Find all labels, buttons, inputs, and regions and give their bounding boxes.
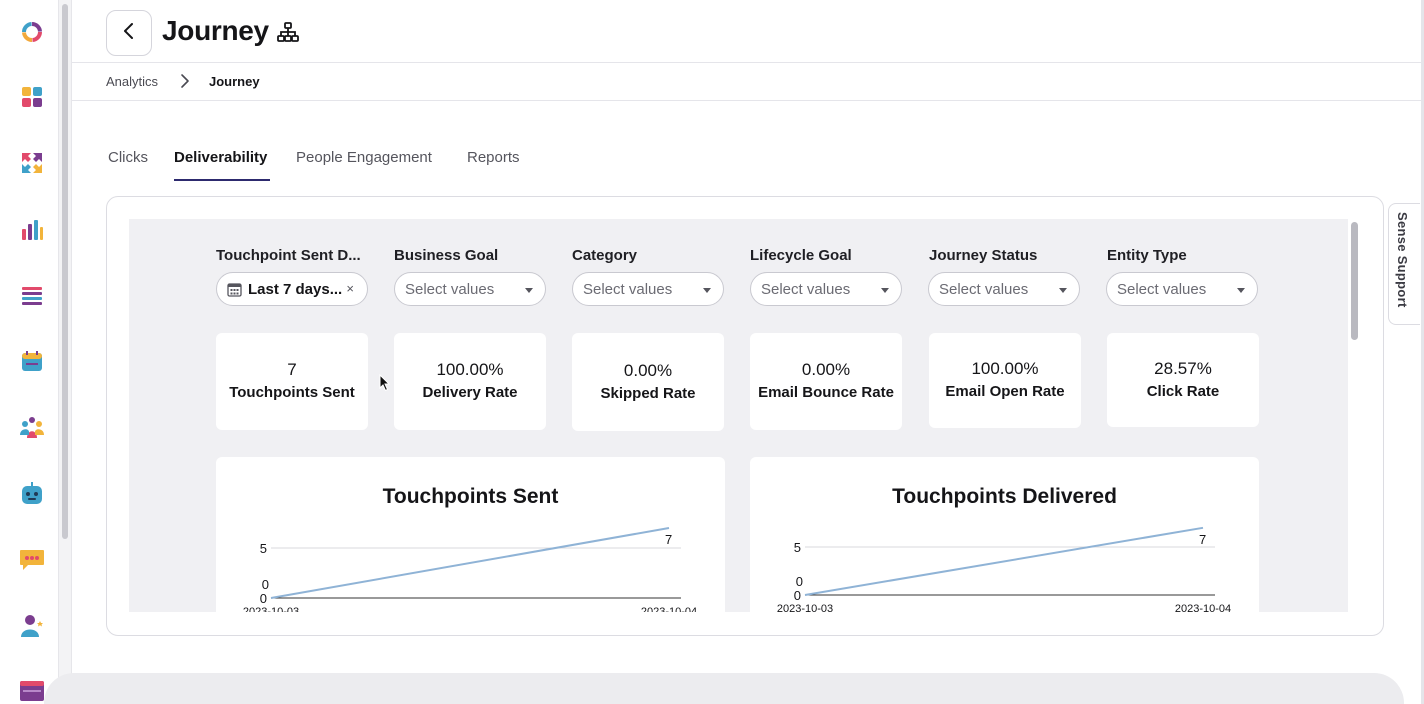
page-scrollbar-track[interactable] — [1421, 0, 1424, 704]
filter-label-business-goal: Business Goal — [394, 247, 499, 264]
embedded-dashboard: Touchpoint Sent D... Last 7 days... × Bu… — [129, 219, 1348, 612]
kpi-email-bounce-rate: 0.00% Email Bounce Rate — [750, 333, 902, 430]
caret-down-icon — [525, 288, 533, 293]
chart-title: Touchpoints Sent — [382, 485, 559, 508]
list-icon[interactable] — [19, 283, 45, 309]
tab-reports[interactable]: Reports — [467, 149, 520, 166]
back-chevron-icon — [122, 22, 136, 45]
tab-deliverability[interactable]: Deliverability — [174, 149, 268, 166]
filter-label-journey-status: Journey Status — [929, 247, 1038, 264]
chart-title: Touchpoints Delivered — [892, 485, 1117, 508]
mouse-cursor-icon — [379, 374, 391, 392]
kpi-skipped-rate: 0.00% Skipped Rate — [572, 333, 724, 431]
y-tick-label: 0 — [794, 588, 801, 603]
caret-down-icon — [1059, 288, 1067, 293]
apps-grid-icon[interactable] — [19, 84, 45, 110]
kpi-value: 0.00% — [623, 361, 673, 380]
kpi-value: 7 — [287, 360, 297, 379]
left-nav-rail — [0, 0, 58, 704]
bottom-panel-edge — [44, 673, 1404, 704]
data-label: 0 — [262, 577, 269, 592]
hierarchy-icon[interactable] — [277, 22, 299, 47]
filter-category[interactable]: Select values — [572, 272, 724, 306]
calendar-icon[interactable] — [19, 348, 45, 374]
filter-placeholder: Select values — [1117, 281, 1207, 298]
active-tab-indicator — [174, 179, 270, 181]
x-tick-label: 2023-10-04 — [641, 606, 697, 612]
filter-touchpoint-sent-date[interactable]: Last 7 days... × — [216, 272, 368, 306]
chevron-right-icon — [180, 73, 190, 94]
y-tick-label: 5 — [794, 540, 801, 555]
filter-placeholder: Select values — [761, 281, 851, 298]
tab-clicks[interactable]: Clicks — [108, 149, 148, 166]
sense-support-tab[interactable]: Sense Support — [1388, 203, 1420, 325]
kpi-value: 100.00% — [436, 360, 504, 379]
series-line — [270, 527, 670, 599]
filter-business-goal[interactable]: Select values — [394, 272, 546, 306]
browser-window-icon[interactable] — [19, 678, 45, 704]
breadcrumb-current: Journey — [209, 74, 260, 89]
dashboard-scrollbar-thumb[interactable] — [1351, 222, 1358, 340]
caret-down-icon — [881, 288, 889, 293]
arrows-exchange-icon[interactable] — [19, 150, 45, 176]
filter-label-touchpoint-sent-date: Touchpoint Sent D... — [216, 247, 361, 264]
filter-placeholder: Select values — [939, 281, 1029, 298]
x-tick-label: 2023-10-04 — [1175, 603, 1231, 612]
chart-touchpoints-delivered: Touchpoints Delivered 0 5 2023-10-03 2023-1… — [750, 457, 1259, 612]
page-title: Journey — [162, 15, 269, 46]
left-scrollbar-thumb[interactable] — [62, 4, 68, 539]
kpi-click-rate: 28.57% Click Rate — [1107, 333, 1259, 427]
people-icon[interactable] — [19, 414, 45, 440]
filter-lifecycle-goal[interactable]: Select values — [750, 272, 902, 306]
data-label: 7 — [1199, 532, 1206, 547]
data-label: 0 — [796, 574, 803, 589]
line-chart-touchpoints-sent: 0 5 2023-10-03 2023-10-04 0 7 — [243, 527, 697, 612]
data-label: 7 — [665, 532, 672, 547]
kpi-label: Email Open Rate — [945, 383, 1065, 400]
kpi-value: 28.57% — [1154, 359, 1212, 378]
line-chart-touchpoints-delivered: 0 5 2023-10-03 2023-10-04 0 7 — [777, 526, 1231, 612]
filter-entity-type[interactable]: Select values — [1106, 272, 1258, 306]
breadcrumb: Analytics Journey — [72, 63, 1424, 101]
tab-people-engagement[interactable]: People Engagement — [296, 149, 432, 166]
y-tick-label: 5 — [260, 541, 267, 556]
chat-icon[interactable] — [19, 547, 45, 573]
kpi-label: Delivery Rate — [422, 384, 518, 401]
filter-placeholder: Select values — [583, 281, 673, 298]
x-tick-label: 2023-10-03 — [777, 603, 833, 612]
filter-label-entity-type: Entity Type — [1107, 247, 1187, 264]
kpi-email-open-rate: 100.00% Email Open Rate — [929, 333, 1081, 428]
kpi-delivery-rate: 100.00% Delivery Rate — [394, 333, 546, 430]
filter-placeholder: Select values — [405, 281, 495, 298]
series-line — [804, 526, 1204, 596]
page-header: Journey — [72, 0, 1424, 63]
kpi-touchpoints-sent: 7 Touchpoints Sent — [216, 333, 368, 430]
back-button[interactable] — [106, 10, 152, 56]
calendar-small-icon — [227, 282, 242, 302]
filter-label-lifecycle-goal: Lifecycle Goal — [750, 247, 852, 264]
y-tick-label: 0 — [260, 591, 267, 606]
kpi-label: Email Bounce Rate — [758, 384, 894, 401]
filter-journey-status[interactable]: Select values — [928, 272, 1080, 306]
kpi-label: Click Rate — [1146, 383, 1220, 400]
filter-label-category: Category — [572, 247, 638, 264]
logo-ring-icon[interactable] — [19, 19, 45, 45]
chart-touchpoints-sent: Touchpoints Sent 052023-10-032023-10-040… — [216, 457, 725, 612]
caret-down-icon — [703, 288, 711, 293]
clear-filter-icon[interactable]: × — [346, 281, 354, 296]
breadcrumb-analytics-link[interactable]: Analytics — [106, 74, 159, 89]
kpi-label: Skipped Rate — [600, 385, 696, 402]
left-scrollbar[interactable] — [58, 0, 72, 704]
sense-support-label: Sense Support — [1395, 212, 1410, 308]
caret-down-icon — [1237, 288, 1245, 293]
kpi-value: 0.00% — [801, 360, 851, 379]
dashboard-scrollbar[interactable] — [1348, 219, 1362, 612]
date-filter-value: Last 7 days... — [248, 281, 343, 298]
x-tick-label: 2023-10-03 — [243, 606, 299, 612]
bar-chart-icon[interactable] — [19, 217, 45, 243]
user-star-icon[interactable] — [19, 613, 45, 639]
bot-icon[interactable] — [19, 481, 45, 507]
kpi-label: Touchpoints Sent — [229, 384, 355, 401]
kpi-value: 100.00% — [971, 359, 1039, 378]
